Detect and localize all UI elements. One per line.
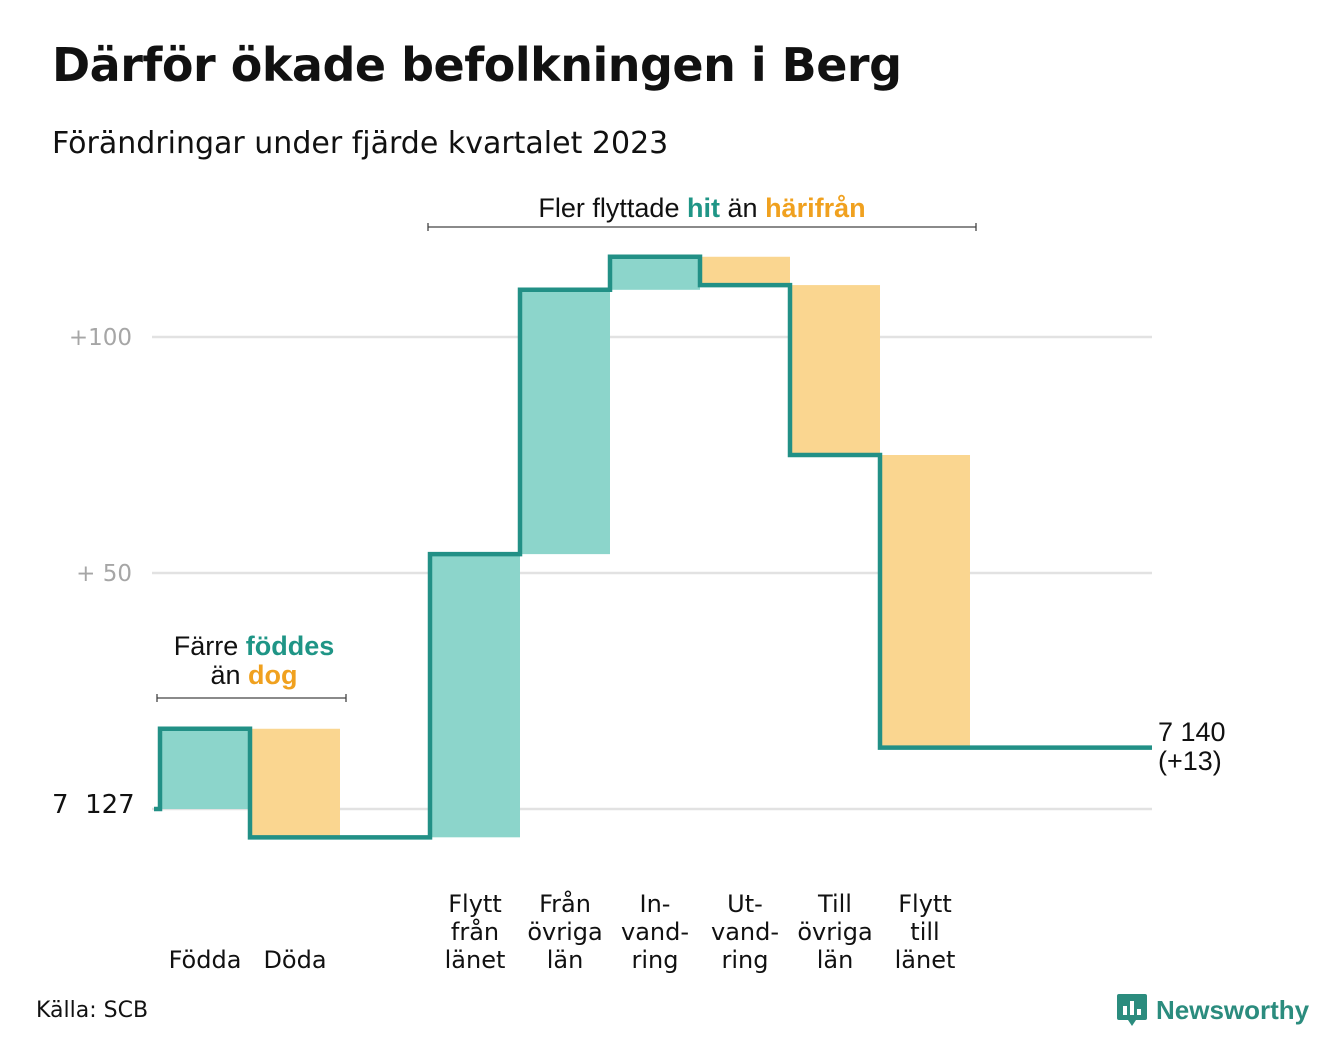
end-change: (+13) — [1158, 745, 1222, 776]
migration-annotation: Fler flyttade hit än härifrån — [427, 193, 977, 223]
waterfall-bar — [250, 728, 340, 838]
bar-layer — [160, 256, 970, 838]
annotation-decrease-word: dog — [248, 660, 298, 691]
births-deaths-annotation: Färre föddes än dog — [150, 631, 358, 691]
annotation-word: än — [727, 193, 758, 223]
brand-logo: Newsworthy — [1116, 992, 1309, 1028]
source-note: Källa: SCB — [36, 998, 149, 1023]
y-tick-label: +100 — [69, 325, 132, 351]
waterfall-bar — [880, 455, 970, 748]
category-label: från — [451, 917, 499, 946]
category-label: vand- — [711, 918, 779, 946]
category-label: Från — [539, 889, 591, 918]
brand-name: Newsworthy — [1156, 994, 1310, 1025]
category-label: In- — [640, 890, 671, 918]
bracket-layer — [156, 223, 977, 702]
category-label: län — [547, 946, 584, 974]
category-label: Födda — [169, 946, 242, 974]
annotation-decrease-word: härifrån — [765, 193, 866, 223]
category-label: län — [817, 946, 854, 974]
category-label: Till — [817, 890, 852, 918]
annotation-increase-word: föddes — [245, 631, 335, 661]
y-tick-label: + 50 — [76, 561, 132, 587]
line-layer — [154, 254, 1152, 840]
annotation-increase-word: hit — [686, 193, 720, 223]
annotation-word: Färre — [173, 631, 239, 661]
waterfall-bar — [160, 728, 250, 809]
category-label: Ut- — [727, 890, 763, 918]
category-label-layer: Födda DödaFlyttfrånlänetFrånövrigalänIn-v… — [169, 889, 956, 974]
start-value-label: 7 127 — [52, 790, 135, 820]
waterfall-bar — [790, 285, 880, 455]
waterfall-bar — [700, 256, 790, 286]
category-label: länet — [895, 946, 956, 974]
end-value-label: 7 140 (+13) — [1158, 718, 1226, 775]
annotation-word: Fler flyttade — [538, 193, 680, 223]
cumulative-step-line — [154, 254, 1152, 840]
waterfall-bar — [610, 256, 700, 290]
category-label: ring — [632, 946, 679, 974]
category-label: vand- — [621, 918, 689, 946]
chart-title: Därför ökade befolkningen i Berg — [52, 38, 902, 92]
category-label: Flytt — [448, 890, 502, 918]
category-label: ring — [722, 946, 769, 974]
category-label: Döda — [263, 946, 326, 974]
end-value: 7 140 — [1158, 717, 1226, 747]
chart-subtitle: Förändringar under fjärde kvartalet 2023 — [52, 126, 669, 161]
annotation-word: än — [210, 660, 241, 691]
category-label: övriga — [797, 918, 872, 946]
category-label: länet — [445, 946, 506, 974]
chart-bubble-icon — [1117, 994, 1147, 1026]
waterfall-bar — [430, 554, 520, 838]
category-label: till — [910, 918, 939, 946]
category-label: övriga — [527, 918, 602, 946]
category-label: Flytt — [898, 890, 952, 918]
waterfall-bar — [520, 289, 610, 555]
